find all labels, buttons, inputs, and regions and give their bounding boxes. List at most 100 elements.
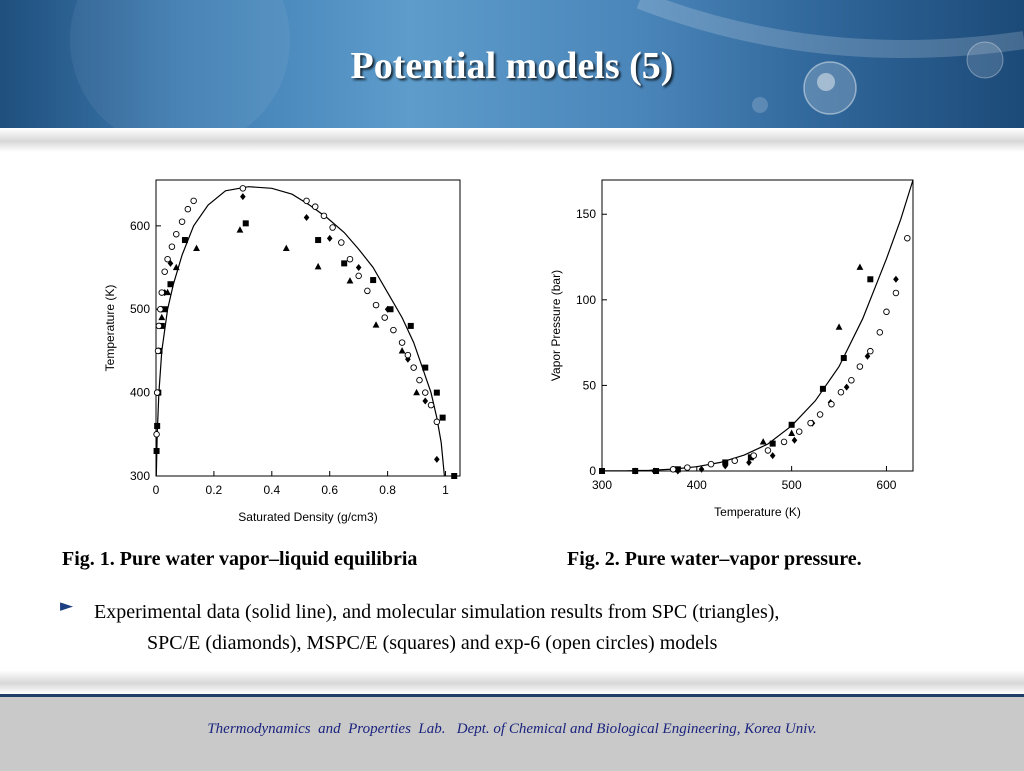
vle-mspce-square-point (154, 422, 161, 429)
slide-header: Potential models (5) (0, 0, 1024, 128)
vle-y-tick-label: 500 (130, 302, 150, 316)
vle-x-tick-label: 0.6 (321, 483, 338, 497)
vp-exp6-circle-point (707, 460, 715, 468)
vle-exp6-circle-point (303, 197, 310, 205)
vle-x-tick-label: 0.8 (379, 483, 396, 497)
figure-1-caption: Fig. 1. Pure water vapor–liquid equilibr… (62, 548, 418, 570)
vle-exp6-circle-point (364, 287, 371, 295)
vp-exp6-circle-point (828, 400, 835, 408)
vle-mspce-square-point (167, 281, 174, 288)
vp-y-tick-label: 50 (583, 378, 597, 392)
vle-spc-triangle-point (193, 244, 200, 251)
vle-exp6-circle-point (164, 255, 171, 263)
vp-y-tick-label: 150 (576, 207, 596, 221)
vle-x-tick-label: 0.2 (206, 483, 223, 497)
vle-exp6-circle-point (158, 289, 166, 296)
vp-x-tick-label: 500 (782, 478, 802, 492)
vle-x-tick-label: 0.4 (263, 483, 280, 497)
vle-exp6-circle-point (239, 185, 247, 192)
vle-exp6-circle-point (422, 389, 429, 396)
vle-exp6-circle-point (329, 224, 336, 231)
vp-y-tick-label: 100 (576, 293, 596, 307)
vle-mspce-square-point (387, 306, 394, 313)
figure-2-caption: Fig. 2. Pure water–vapor pressure. (567, 548, 862, 570)
vle-spc-triangle-point (282, 244, 290, 251)
vle-mspce-square-point (433, 389, 440, 396)
vle-exp6-circle-point (161, 268, 168, 275)
vle-spce-diamond-point (326, 234, 333, 242)
vp-mspce-square-point (722, 459, 729, 466)
vp-spce-diamond-point (698, 465, 705, 473)
vle-exp6-circle-point (338, 239, 345, 246)
vle-spce-diamond-point (303, 214, 310, 222)
vle-x-axis-label: Saturated Density (g/cm3) (238, 510, 377, 524)
vp-exp6-circle-point (780, 438, 788, 446)
vle-exp6-circle-point (381, 314, 388, 321)
vp-exp6-circle-point (764, 447, 772, 454)
slide-title: Potential models (5) (350, 45, 674, 87)
vle-plot-frame (155, 179, 461, 477)
vle-exp6-circle-point (184, 205, 192, 213)
vle-exp6-circle-point (346, 255, 354, 263)
vp-exp6-circle-point (892, 289, 900, 297)
vp-mspce-square-point (867, 276, 874, 283)
vle-exp6-circle-point (427, 401, 435, 409)
vp-mspce-square-point (747, 454, 754, 461)
vle-mspce-square-point (451, 473, 458, 479)
vle-exp6-circle-point (404, 351, 412, 359)
vle-exp6-circle-point (168, 243, 176, 250)
vp-y-tick-label: 0 (589, 464, 596, 478)
vle-spc-triangle-point (236, 226, 244, 233)
vp-x-axis-label: Temperature (K) (714, 505, 801, 519)
vle-mspce-square-point (242, 220, 249, 227)
vle-y-tick-label: 400 (130, 386, 150, 400)
vle-spc-triangle-point (172, 263, 180, 271)
header-decoration (70, 0, 1024, 128)
vle-mspce-square-point (161, 306, 168, 313)
vle-spce-diamond-point (167, 259, 174, 267)
vle-experimental-line (155, 186, 445, 477)
vle-exp6-circle-point (190, 197, 197, 205)
vle-exp6-circle-point (433, 418, 441, 426)
vp-mspce-square-point (674, 466, 681, 473)
vp-spce-diamond-point (843, 383, 850, 391)
vle-x-tick-label: 1 (442, 483, 449, 497)
bottom-divider (0, 670, 1024, 694)
vle-spc-triangle-point (158, 313, 166, 321)
vp-spce-diamond-point (893, 275, 899, 283)
vle-exp6-circle-point (157, 305, 164, 313)
vp-mspce-square-point (769, 440, 776, 447)
vp-spce-diamond-point (746, 458, 752, 466)
vp-spce-diamond-point (769, 452, 776, 460)
vle-exp6-circle-point (410, 364, 417, 371)
vp-exp6-circle-point (867, 347, 874, 355)
vle-exp6-circle-point (311, 203, 319, 210)
vle-exp6-circle-point (398, 339, 406, 346)
vp-y-axis-label: Vapor Pressure (bar) (549, 270, 563, 381)
vp-spc-triangle-point (759, 438, 767, 445)
vle-spc-triangle-point (314, 262, 322, 270)
vp-exp6-circle-point (876, 329, 884, 336)
vle-mspce-square-point (422, 364, 429, 371)
vle-mspce-square-point (370, 277, 377, 284)
vp-spc-triangle-point (835, 323, 843, 330)
bullet-line-1: Experimental data (solid line), and mole… (94, 601, 780, 623)
vp-mspce-square-point (788, 421, 795, 428)
vle-mspce-square-point (407, 322, 414, 329)
vle-mspce-square-point (181, 237, 188, 244)
vp-x-tick-label: 600 (876, 478, 896, 492)
vp-spc-triangle-point (856, 263, 864, 270)
vle-exp6-circle-point (416, 376, 423, 384)
vle-exp6-circle-point (153, 389, 161, 396)
vle-spce-diamond-point (434, 455, 440, 463)
vp-exp6-circle-point (684, 464, 691, 471)
vle-exp6-circle-point (154, 347, 162, 355)
vle-exp6-circle-point (355, 272, 362, 280)
vp-mspce-square-point (599, 468, 605, 474)
vle-exp6-circle-point (320, 212, 328, 220)
vle-exp6-circle-point (178, 218, 186, 225)
vp-exp6-circle-point (795, 428, 803, 435)
vp-mspce-square-point (840, 355, 847, 362)
vle-mspce-square-point (439, 414, 446, 421)
vp-spce-diamond-point (864, 352, 871, 360)
